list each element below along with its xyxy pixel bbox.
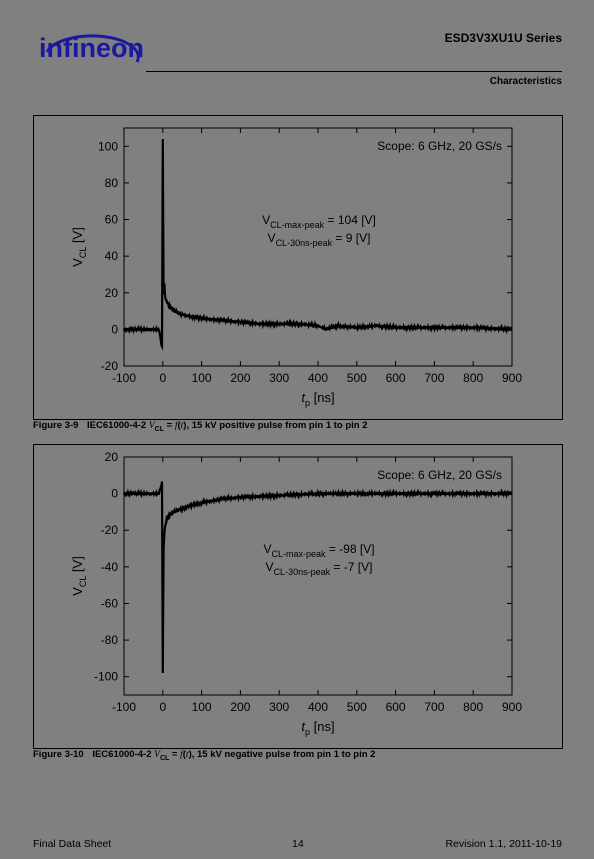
x-tick-label: 100 bbox=[192, 371, 212, 385]
footer-revision: Revision 1.1, 2011-10-19 bbox=[445, 838, 562, 850]
series-line bbox=[122, 138, 513, 351]
y-tick-label: 20 bbox=[105, 286, 119, 300]
header-divider bbox=[146, 71, 562, 72]
x-tick-label: 0 bbox=[159, 371, 166, 385]
x-tick-label: 300 bbox=[269, 371, 289, 385]
y-tick-label: 20 bbox=[105, 450, 119, 464]
x-tick-label: 600 bbox=[386, 700, 406, 714]
peak-annotation: VCL-30ns-peak = -7 [V] bbox=[266, 560, 373, 577]
y-tick-label: 0 bbox=[111, 322, 118, 336]
figure-description: , 15 kV positive pulse from pin 1 to pin… bbox=[186, 420, 368, 431]
x-tick-label: 800 bbox=[463, 371, 483, 385]
chart-negative-pulse: Scope: 6 GHz, 20 GS/s VCL-max-peak = -98… bbox=[70, 450, 522, 737]
figure-standard: IEC61000-4-2 bbox=[92, 749, 152, 760]
y-tick-label: -20 bbox=[101, 359, 119, 373]
y-axis-label: VCL [V] bbox=[70, 227, 88, 267]
y-tick-label: 40 bbox=[105, 249, 119, 263]
y-tick-label: 80 bbox=[105, 176, 119, 190]
scope-note: Scope: 6 GHz, 20 GS/s bbox=[377, 468, 502, 482]
y-tick-label: -20 bbox=[101, 523, 119, 537]
product-series: ESD3V3XU1U Series bbox=[444, 31, 562, 45]
y-tick-label: -40 bbox=[101, 560, 119, 574]
chart-positive-pulse: Scope: 6 GHz, 20 GS/s VCL-max-peak = 104… bbox=[70, 127, 522, 408]
x-tick-label: 100 bbox=[192, 700, 212, 714]
x-tick-label: 0 bbox=[159, 700, 166, 714]
x-tick-label: 200 bbox=[230, 371, 250, 385]
y-tick-label: 0 bbox=[111, 487, 118, 501]
figure-number: Figure 3-9 bbox=[33, 420, 79, 431]
x-tick-label: 700 bbox=[424, 371, 444, 385]
x-tick-label: 200 bbox=[230, 700, 250, 714]
x-tick-label: 600 bbox=[386, 371, 406, 385]
y-tick-label: -60 bbox=[101, 596, 119, 610]
peak-annotation: VCL-max-peak = 104 [V] bbox=[262, 213, 376, 230]
series-line bbox=[122, 481, 513, 674]
peak-annotation: VCL-max-peak = -98 [V] bbox=[263, 542, 374, 559]
infineon-logo: infineon bbox=[33, 26, 144, 80]
figure-caption: Figure 3-9 IEC61000-4-2 VCL = f(t), 15 k… bbox=[33, 420, 368, 433]
scope-note: Scope: 6 GHz, 20 GS/s bbox=[377, 139, 502, 153]
x-tick-label: 900 bbox=[502, 371, 522, 385]
figure-number: Figure 3-10 bbox=[33, 749, 84, 760]
chart-frame-positive: Scope: 6 GHz, 20 GS/s VCL-max-peak = 104… bbox=[33, 115, 563, 420]
peak-annotation: VCL-30ns-peak = 9 [V] bbox=[268, 231, 371, 248]
y-tick-label: 60 bbox=[105, 213, 119, 227]
footer-doc-type: Final Data Sheet bbox=[33, 838, 112, 850]
page-number: 14 bbox=[292, 838, 304, 850]
figure-description: , 15 kV negative pulse from pin 1 to pin… bbox=[191, 749, 376, 760]
logo-wordmark: infineon bbox=[39, 33, 143, 63]
x-tick-label: 900 bbox=[502, 700, 522, 714]
y-axis-label: VCL [V] bbox=[70, 556, 88, 596]
x-tick-label: 300 bbox=[269, 700, 289, 714]
figure-standard: IEC61000-4-2 bbox=[87, 420, 147, 431]
x-axis-label: tp [ns] bbox=[301, 390, 334, 408]
figure-caption: Figure 3-10 IEC61000-4-2 VCL = f(t), 15 … bbox=[33, 749, 376, 762]
x-tick-label: 400 bbox=[308, 371, 328, 385]
x-tick-label: -100 bbox=[112, 371, 136, 385]
x-tick-label: 700 bbox=[424, 700, 444, 714]
x-axis-label: tp [ns] bbox=[301, 719, 334, 737]
y-tick-label: -80 bbox=[101, 633, 119, 647]
x-tick-label: 500 bbox=[347, 700, 367, 714]
y-tick-label: -100 bbox=[94, 670, 118, 684]
x-tick-label: 800 bbox=[463, 700, 483, 714]
x-tick-label: 400 bbox=[308, 700, 328, 714]
y-tick-label: 100 bbox=[98, 139, 118, 153]
x-tick-label: 500 bbox=[347, 371, 367, 385]
x-tick-label: -100 bbox=[112, 700, 136, 714]
chart-frame-negative: Scope: 6 GHz, 20 GS/s VCL-max-peak = -98… bbox=[33, 444, 563, 749]
section-title: Characteristics bbox=[489, 76, 562, 87]
